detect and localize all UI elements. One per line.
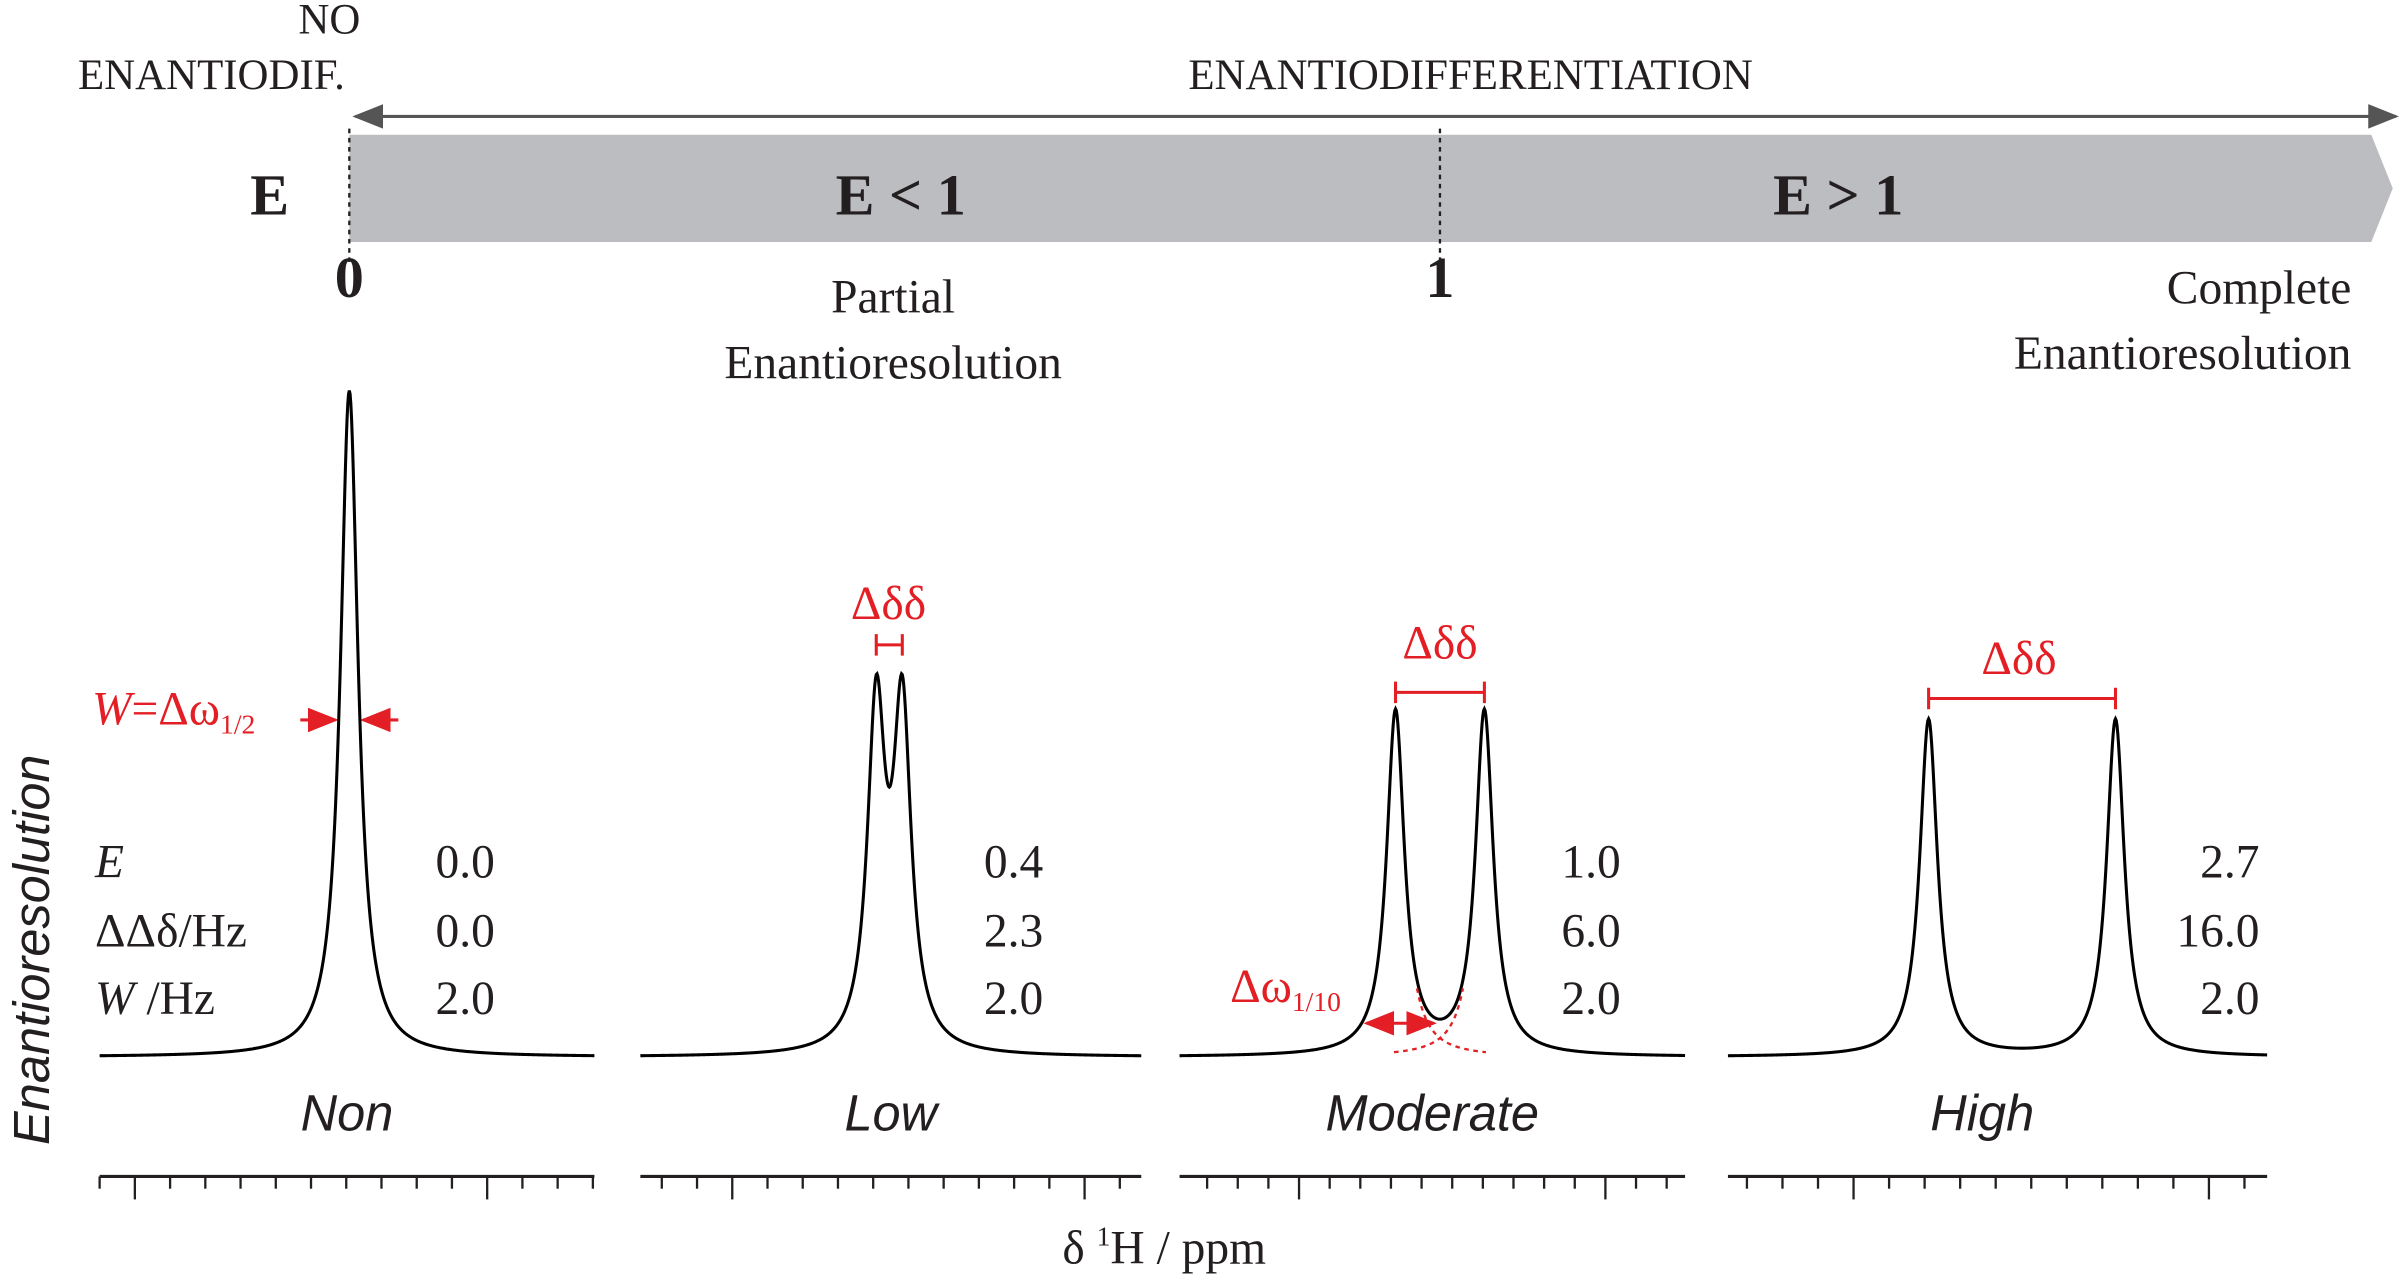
tick-zero: 0 bbox=[335, 245, 364, 310]
dd-label: Δδδ bbox=[851, 578, 926, 630]
row-label-part: /Hz bbox=[135, 973, 215, 1025]
spectrum bbox=[1179, 705, 1686, 1058]
x-axis-label-part: δ bbox=[1062, 1223, 1096, 1275]
panel-name: High bbox=[1930, 1084, 2034, 1141]
component-curve bbox=[1393, 988, 1465, 1054]
tick-one: 1 bbox=[1425, 245, 1454, 310]
w10-label-part: Δω bbox=[1230, 961, 1292, 1013]
panel-value: 2.0 bbox=[1561, 973, 1620, 1025]
dd-label: Δδδ bbox=[1981, 633, 2056, 685]
spectrum bbox=[640, 670, 1142, 1058]
row-label-part: ΔΔδ/Hz bbox=[95, 906, 247, 958]
spectra: Non 0.0 0.0 2.0 Low 0.4 2.3 2.0 Moderate 1.0 6.0 2.… bbox=[98, 390, 2268, 1200]
dd-bracket bbox=[1394, 681, 1486, 704]
panel-value: 0.4 bbox=[984, 837, 1043, 889]
panel-value: 2.0 bbox=[2200, 973, 2259, 1025]
dd-label: Δδδ bbox=[1402, 618, 1477, 670]
component-curve bbox=[1415, 988, 1487, 1054]
dd-bracket bbox=[1927, 687, 2118, 710]
w-label-part: 1/2 bbox=[220, 709, 255, 740]
panel-value: 2.0 bbox=[984, 973, 1043, 1025]
row-label: W /Hz bbox=[95, 973, 215, 1025]
complete: Complete bbox=[2167, 262, 2352, 314]
panel-value: 2.7 bbox=[2200, 837, 2259, 889]
panel-value: 0.0 bbox=[435, 837, 494, 889]
e-less: E < 1 bbox=[836, 162, 966, 227]
no-enantiodif: ENANTIODIF. bbox=[78, 52, 345, 99]
w-label: W=Δω1/2 bbox=[92, 684, 255, 740]
x-axis-label: δ 1H / ppm bbox=[1062, 1220, 1266, 1274]
panel-value: 2.3 bbox=[984, 906, 1043, 958]
y-axis-label: Enantioresolution bbox=[3, 754, 60, 1144]
panel-value: 6.0 bbox=[1561, 906, 1620, 958]
panel-value: 1.0 bbox=[1561, 837, 1620, 889]
w10-label-part: 1/10 bbox=[1292, 986, 1341, 1017]
panel-value: 2.0 bbox=[435, 973, 494, 1025]
w-label-part: =Δω bbox=[132, 684, 221, 736]
x-axis-label-part: 1 bbox=[1097, 1220, 1111, 1251]
spectrum bbox=[1727, 715, 2268, 1058]
row-label: ΔΔδ/Hz bbox=[95, 906, 247, 958]
w-label-part: W bbox=[92, 684, 136, 736]
e-greater: E > 1 bbox=[1773, 162, 1903, 227]
spectrum bbox=[99, 390, 595, 1058]
row-label-part: W bbox=[95, 973, 139, 1025]
x-axis-label-part: H / ppm bbox=[1110, 1223, 1266, 1275]
e-symbol: E bbox=[250, 162, 289, 227]
panel-name: Moderate bbox=[1326, 1084, 1539, 1141]
complete: Enantioresolution bbox=[2014, 328, 2352, 380]
panel-value: 16.0 bbox=[2176, 906, 2259, 958]
row-label-part: E bbox=[94, 837, 124, 889]
no-enantiodif: NO bbox=[298, 0, 360, 44]
panel-name: Low bbox=[844, 1084, 940, 1141]
partial: Partial bbox=[831, 271, 955, 323]
enantiodifferentiation: ENANTIODIFFERENTIATION bbox=[1188, 52, 1752, 99]
w10-label: Δω1/10 bbox=[1230, 961, 1341, 1017]
row-label: E bbox=[94, 837, 124, 889]
panel-name: Non bbox=[301, 1084, 394, 1141]
partial: Enantioresolution bbox=[724, 337, 1062, 389]
panel-value: 0.0 bbox=[435, 906, 494, 958]
scale-band bbox=[349, 134, 2393, 243]
dd-bracket bbox=[874, 634, 904, 656]
